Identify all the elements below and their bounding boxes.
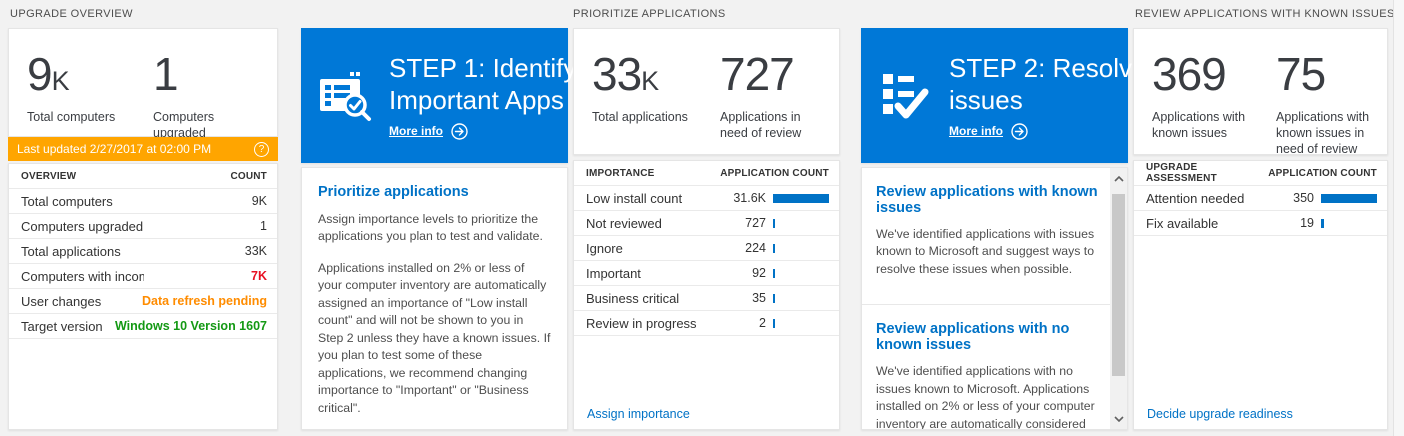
table-header-row: OVERVIEW COUNT [9,164,277,189]
table-row[interactable]: Fix available 19 [1134,211,1387,236]
count-bar [773,193,829,203]
step1-title: STEP 1: Identify Important Apps [389,52,577,115]
section-header-upgrade-overview: UPGRADE OVERVIEW [10,8,133,20]
table-row[interactable]: Attention needed 350 [1134,186,1387,211]
step2-tile[interactable]: STEP 2: Resolve issues More info [861,28,1147,163]
table-row[interactable]: Low install count 31.6K [574,186,839,211]
stat-value: 369 [1152,48,1227,100]
prioritize-paragraph-1: Assign importance levels to prioritize t… [318,212,543,244]
count-bar [773,318,775,328]
panel-scrollbar[interactable] [1110,168,1127,429]
column-header: APPLICATION COUNT [1268,167,1377,179]
stat-suffix: K [51,66,70,96]
page-scrollbar[interactable] [1393,0,1404,436]
table-row[interactable]: Computers with incomplete data 7K [9,264,277,289]
stat-value: 33 [592,48,642,100]
prioritize-applications-heading[interactable]: Prioritize applications [318,184,469,200]
decide-upgrade-readiness-link[interactable]: Decide upgrade readiness [1147,407,1293,421]
info-section: Review applications with known issues We… [862,168,1110,306]
resolve-issues-icon [877,68,935,127]
stat-total-applications[interactable]: 33K Total applications [592,49,720,154]
stat-label: Total computers [27,110,116,124]
review-known-issues-heading[interactable]: Review applications with known issues [876,184,1098,216]
prioritize-paragraph-2: Applications installed on 2% or less of … [318,260,551,415]
stat-label: Applications in need of review [720,110,802,140]
help-icon[interactable]: ? [254,141,269,157]
stat-suffix: K [641,66,660,96]
table-row[interactable]: Business critical 35 [574,286,839,311]
assign-importance-link[interactable]: Assign importance [587,407,690,421]
stat-value: 727 [720,48,795,100]
scroll-down-icon[interactable] [1110,410,1127,427]
column-header: OVERVIEW [21,170,77,182]
upgrade-overview-stats-card[interactable]: 9K Total computers 1 Computers upgraded [8,28,278,140]
stat-apps-need-review[interactable]: 727 Applications in need of review [720,49,831,154]
importance-table-card: IMPORTANCE APPLICATION COUNT Low install… [573,160,840,430]
stat-total-computers[interactable]: 9K Total computers [27,49,153,136]
stat-value: 1 [153,48,179,100]
column-header: APPLICATION COUNT [720,167,829,179]
table-header-row: UPGRADE ASSESSMENT APPLICATION COUNT [1134,161,1387,186]
stat-label: Total applications [592,110,688,124]
column-header: UPGRADE ASSESSMENT [1146,162,1217,184]
known-issues-stats-card[interactable]: 369 Applications with known issues 75 Ap… [1133,28,1388,156]
table-row[interactable]: Important 92 [574,261,839,286]
step2-title: STEP 2: Resolve issues [949,52,1147,115]
step1-tile[interactable]: STEP 1: Identify Important Apps More inf… [301,28,576,163]
arrow-right-circle-icon [451,122,468,140]
upgrade-assessment-table-card: UPGRADE ASSESSMENT APPLICATION COUNT Att… [1133,160,1388,430]
scrollbar-thumb[interactable] [1112,194,1125,376]
count-bar [1321,218,1325,228]
column-header: COUNT [230,170,267,182]
review-info-scroll-content: Review applications with known issues We… [862,168,1110,429]
stat-known-issues-need-review[interactable]: 75 Applications with known issues in nee… [1276,48,1379,156]
stat-apps-known-issues[interactable]: 369 Applications with known issues [1152,49,1276,154]
count-bar [773,268,775,278]
review-no-known-issues-heading[interactable]: Review applications with no known issues [876,321,1070,354]
stat-label: Computers upgraded [153,110,215,140]
table-row[interactable]: Review in progress 2 [574,311,839,336]
stat-value: 9 [27,48,53,100]
table-row[interactable]: Computers upgraded 1 [9,214,277,239]
table-row[interactable]: Total computers 9K [9,189,277,214]
count-bar [1321,193,1377,203]
table-row[interactable]: Not reviewed 727 [574,211,839,236]
info-section: Review applications with no known issues… [862,305,1110,429]
stat-label: Applications with known issues [1152,110,1246,140]
step1-more-info-link[interactable]: More info [389,122,576,140]
column-header: IMPORTANCE [586,167,655,179]
last-updated-bar: Last updated 2/27/2017 at 02:00 PM ? [8,137,278,161]
applications-stats-card[interactable]: 33K Total applications 727 Applications … [573,28,840,155]
status-value: Windows 10 Version 1607 [114,319,267,333]
step2-more-info-link[interactable]: More info [949,122,1147,140]
table-row[interactable]: Ignore 224 [574,236,839,261]
stat-computers-upgraded[interactable]: 1 Computers upgraded [153,48,269,140]
table-row[interactable]: Total applications 33K [9,239,277,264]
stat-label: Applications with known issues in need o… [1276,110,1370,156]
overview-table-card: OVERVIEW COUNT Total computers 9K Comput… [8,163,278,430]
prioritize-info-panel: Prioritize applications Assign importanc… [301,167,568,430]
stat-value: 75 [1276,48,1326,100]
section-header-prioritize-applications: PRIORITIZE APPLICATIONS [573,8,726,20]
count-bar [773,293,775,303]
status-value: Data refresh pending [141,294,267,308]
review-info-panel: Review applications with known issues We… [861,167,1128,430]
status-value: 7K [251,269,267,283]
scroll-up-icon[interactable] [1110,170,1127,187]
identify-apps-icon [317,68,375,127]
section-header-review-applications: REVIEW APPLICATIONS WITH KNOWN ISSUES [1135,8,1395,20]
table-row[interactable]: Target version Windows 10 Version 1607 [9,314,277,339]
count-bar [773,243,775,253]
last-updated-text: Last updated 2/27/2017 at 02:00 PM [17,142,212,156]
table-header-row: IMPORTANCE APPLICATION COUNT [574,161,839,186]
arrow-right-circle-icon [1011,122,1028,140]
table-row[interactable]: User changes Data refresh pending [9,289,277,314]
count-bar [773,218,775,228]
